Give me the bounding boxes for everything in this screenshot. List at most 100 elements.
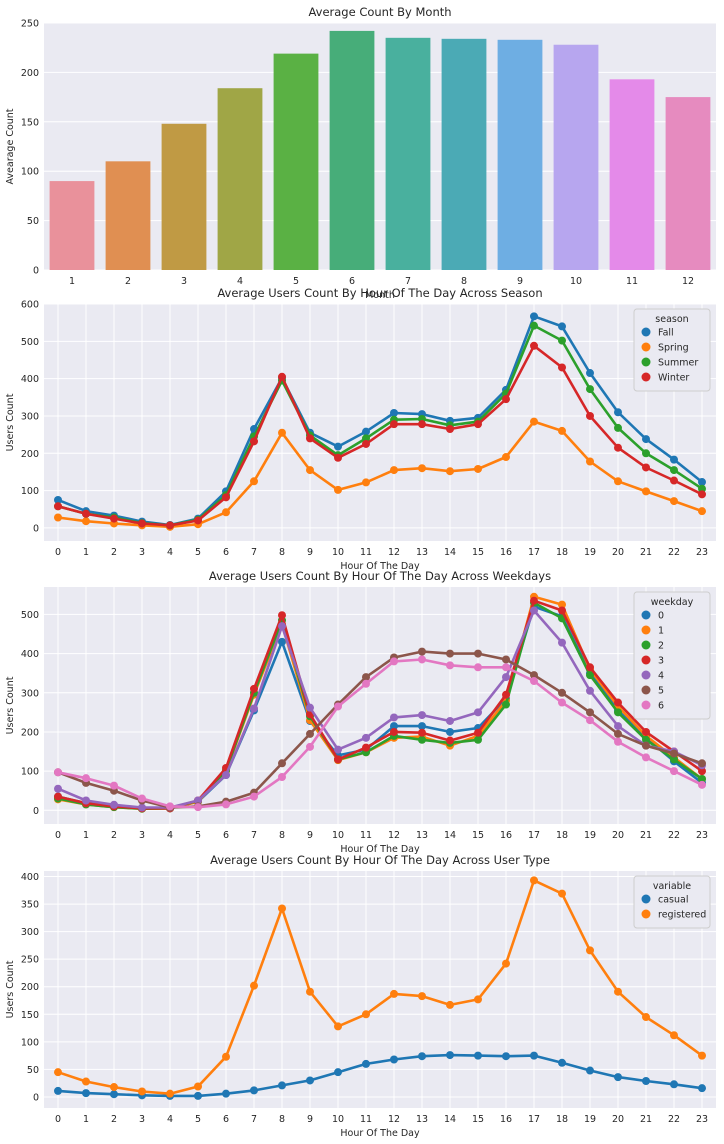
x-axis-label: Hour Of The Day	[340, 561, 420, 572]
legend-marker	[641, 625, 651, 635]
data-point	[642, 727, 650, 736]
legend-label: Spring	[658, 343, 689, 354]
legend-title: variable	[653, 881, 691, 892]
data-point	[670, 466, 678, 475]
x-tick-label: 17	[528, 830, 540, 841]
data-point	[558, 606, 566, 615]
x-tick-label: 7	[251, 547, 257, 558]
data-point	[586, 946, 594, 955]
data-point	[614, 729, 622, 738]
data-point	[138, 803, 146, 812]
data-point	[614, 737, 622, 746]
data-point	[502, 690, 510, 699]
x-tick-label: 2	[111, 830, 117, 841]
data-point	[390, 466, 398, 475]
data-point	[474, 735, 482, 744]
data-point	[586, 369, 594, 378]
data-point	[362, 427, 370, 436]
data-point	[502, 453, 510, 462]
data-point	[222, 1052, 230, 1061]
data-point	[54, 1068, 62, 1077]
x-tick-label: 22	[668, 830, 680, 841]
data-point	[362, 673, 370, 682]
data-point	[530, 677, 538, 686]
data-point	[558, 363, 566, 372]
data-point	[362, 733, 370, 742]
y-tick-label: 600	[21, 300, 39, 311]
data-point	[670, 1031, 678, 1040]
x-tick-label: 4	[167, 547, 173, 558]
data-point	[250, 1086, 258, 1095]
data-point	[558, 688, 566, 697]
data-point	[82, 1089, 90, 1098]
data-point	[698, 1051, 706, 1060]
data-point	[474, 663, 482, 672]
data-point	[474, 995, 482, 1004]
data-point	[194, 803, 202, 812]
x-tick-label: 14	[444, 547, 456, 558]
x-tick-label: 5	[293, 276, 299, 287]
y-axis-label: Avearage Count	[5, 108, 16, 184]
x-tick-label: 16	[500, 1114, 512, 1125]
data-point	[278, 622, 286, 631]
legend-box	[633, 591, 711, 720]
data-point	[306, 742, 314, 751]
data-point	[54, 513, 62, 522]
legend-marker	[641, 640, 651, 650]
x-tick-label: 18	[556, 1114, 568, 1125]
data-point	[390, 408, 398, 417]
data-point	[390, 989, 398, 998]
data-point	[642, 463, 650, 472]
data-point	[614, 698, 622, 707]
bar	[665, 97, 711, 270]
x-tick-label: 14	[444, 1114, 456, 1125]
data-point	[670, 497, 678, 506]
x-tick-label: 0	[55, 830, 61, 841]
data-point	[502, 700, 510, 709]
data-point	[642, 753, 650, 762]
chart-title: Average Users Count By Hour Of The Day A…	[210, 853, 550, 867]
x-tick-label: 10	[332, 547, 344, 558]
data-point	[194, 796, 202, 805]
data-point	[698, 767, 706, 776]
x-tick-label: 13	[416, 547, 428, 558]
data-point	[138, 1087, 146, 1096]
series-line	[57, 1053, 703, 1098]
x-tick-label: 11	[360, 830, 372, 841]
y-tick-label: 250	[21, 19, 39, 30]
x-tick-label: 23	[696, 547, 708, 558]
x-tick-label: 6	[223, 830, 229, 841]
data-point	[306, 1076, 314, 1085]
data-point	[474, 1051, 482, 1060]
data-point	[278, 372, 286, 381]
bar	[609, 79, 655, 270]
bar	[273, 53, 319, 271]
legend-marker	[641, 610, 651, 620]
data-point	[362, 478, 370, 487]
data-point	[530, 312, 538, 321]
y-tick-label: 200	[21, 68, 39, 79]
y-tick-label: 350	[21, 900, 39, 911]
data-point	[586, 457, 594, 466]
data-point	[110, 1083, 118, 1092]
x-tick-label: 4	[167, 830, 173, 841]
x-tick-label: 8	[279, 547, 285, 558]
x-tick-label: 15	[472, 547, 484, 558]
x-tick-label: 5	[195, 1114, 201, 1125]
data-point	[586, 385, 594, 394]
legend-marker	[641, 327, 651, 337]
data-point	[642, 1076, 650, 1085]
legend-marker	[641, 655, 651, 665]
legend-label: Fall	[658, 328, 674, 339]
y-tick-label: 0	[33, 523, 39, 534]
data-point	[446, 727, 454, 736]
y-tick-label: 150	[21, 1010, 39, 1021]
x-tick-label: 13	[416, 1114, 428, 1125]
data-point	[222, 1089, 230, 1098]
data-point	[166, 802, 174, 811]
x-tick-label: 3	[139, 547, 145, 558]
x-tick-label: 9	[307, 1114, 313, 1125]
data-point	[418, 647, 426, 656]
data-point	[390, 657, 398, 666]
